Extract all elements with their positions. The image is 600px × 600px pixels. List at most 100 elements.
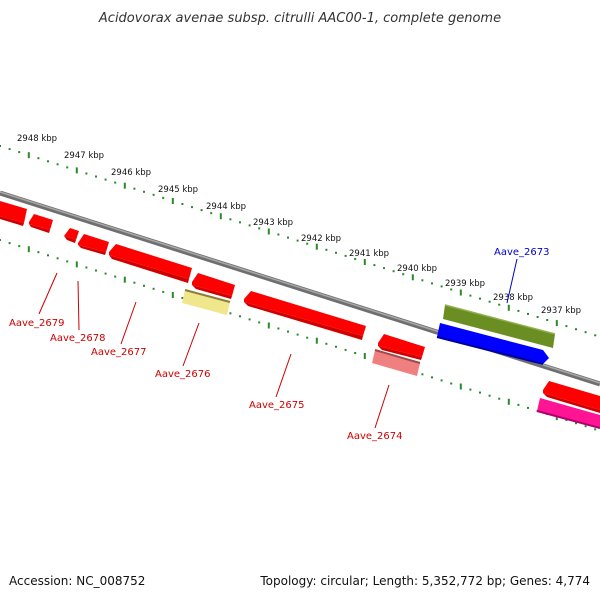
inner-scale-dot (421, 373, 424, 376)
scale-label-2946: 2946 kbp (111, 168, 151, 178)
gene-label-aave-2679[interactable]: Aave_2679 (9, 318, 65, 329)
inner-scale-dot (85, 266, 88, 269)
outer-scale-dot (392, 270, 395, 273)
inner-scale-dot (527, 406, 529, 409)
outer-scale-dot (0, 145, 1, 147)
outer-scale-dot (152, 193, 155, 196)
gene-label-aave-2676[interactable]: Aave_2676 (155, 369, 211, 380)
outer-scale-dot (8, 148, 11, 151)
outer-scale-major-tick (27, 152, 30, 159)
outer-scale-dot (431, 282, 433, 285)
outer-scale-dot (133, 187, 136, 190)
inner-scale-dot (181, 297, 184, 299)
gene-label-aave-2674[interactable]: Aave_2674 (347, 431, 403, 442)
inner-scale-dot (258, 321, 261, 324)
outer-scale-dot (85, 172, 88, 175)
gene-aave-2674a-arrow[interactable] (378, 334, 425, 360)
outer-scale-dot (479, 297, 481, 300)
outer-dotted-scale (0, 145, 597, 337)
gene-aave-2675-arrow[interactable] (244, 291, 366, 340)
outer-scale-dot (277, 233, 280, 236)
inner-scale-major-tick (459, 383, 462, 390)
scale-label-2942: 2942 kbp (301, 234, 341, 244)
gene-label-aave-2673[interactable]: Aave_2673 (494, 247, 550, 258)
scale-label-2944: 2944 kbp (206, 202, 246, 212)
gene-aave-2676a-arrow[interactable] (192, 273, 235, 299)
feature-olive-bar (443, 304, 556, 348)
outer-scale-dot (488, 300, 491, 303)
outer-scale-dot (191, 206, 193, 209)
inner-scale-dot (344, 348, 347, 351)
inner-scale-dot (594, 428, 597, 431)
gene-aave-2673-arrow[interactable] (436, 323, 549, 365)
inner-scale-dot (0, 239, 1, 241)
inner-scale-dot (248, 318, 251, 321)
inner-scale-dot (440, 379, 443, 382)
inner-scale-major-tick (171, 292, 174, 298)
scale-label-2948: 2948 kbp (17, 134, 57, 144)
outer-scale-dot (546, 319, 549, 321)
outer-scale-major-tick (555, 320, 558, 327)
gene-aave-2677a-arrow[interactable] (64, 228, 79, 243)
inner-scale-dot (56, 257, 59, 260)
outer-scale-dot (287, 236, 289, 239)
gene-label-aave-2677[interactable]: Aave_2677 (91, 347, 147, 358)
outer-scale-dot (210, 212, 213, 215)
outer-scale-major-tick (411, 274, 414, 281)
gene-aave-2677c-arrow[interactable] (109, 244, 192, 283)
outer-scale-major-tick (459, 289, 462, 296)
inner-scale-major-tick (123, 276, 126, 283)
scale-label-2943: 2943 kbp (253, 218, 293, 228)
outer-scale-dot (421, 279, 424, 282)
gene-aave-2678-arrow[interactable] (29, 214, 53, 233)
inner-scale-dot (287, 330, 289, 333)
map-title: Acidovorax avenae subsp. citrulli AAC00-… (98, 11, 501, 26)
gene-aave-2677b-arrow[interactable] (78, 234, 109, 255)
outer-scale-dot (104, 178, 107, 181)
gene-label-aave-2675[interactable]: Aave_2675 (249, 400, 305, 411)
inner-scale-major-tick (267, 322, 270, 329)
outer-scale-dot (584, 331, 587, 334)
leader-lines (38, 258, 518, 429)
inner-scale-dot (162, 290, 165, 293)
outer-scale-dot (440, 285, 443, 288)
inner-scale-dot (8, 242, 11, 245)
outer-scale-dot (47, 160, 49, 163)
inner-scale-dot (18, 245, 21, 248)
inner-scale-dot (114, 275, 117, 278)
inner-scale-dot (584, 425, 587, 428)
inner-scale-dot (306, 336, 309, 339)
outer-scale-dot (248, 224, 251, 227)
gene-edge-red-arrow[interactable] (543, 381, 600, 413)
inner-scale-dot (498, 397, 501, 400)
accession-text: Accession: NC_008752 (9, 574, 146, 588)
outer-scale-dot (296, 239, 299, 242)
outer-scale-major-tick (507, 304, 510, 311)
scale-label-2947: 2947 kbp (64, 151, 104, 161)
scale-label-2945: 2945 kbp (158, 185, 198, 195)
outer-scale-dot (536, 316, 539, 318)
scale-label-2939: 2939 kbp (445, 279, 485, 289)
inner-scale-major-tick (315, 337, 318, 344)
outer-scale-dot (335, 251, 337, 254)
inner-scale-dot (133, 281, 136, 284)
inner-scale-dot (47, 254, 49, 257)
gene-label-aave-2678[interactable]: Aave_2678 (50, 333, 106, 344)
outer-scale-dot (239, 221, 241, 224)
outer-scale-dot (162, 196, 165, 199)
scale-label-2938: 2938 kbp (493, 293, 533, 303)
inner-scale-dot (479, 391, 481, 394)
inner-scale-dot (229, 312, 232, 315)
genome-summary-text: Topology: circular; Length: 5,352,772 bp… (260, 574, 590, 588)
inner-scale-dot (152, 287, 155, 290)
inner-scale-dot (37, 251, 40, 254)
outer-scale-dot (18, 151, 21, 154)
outer-scale-major-tick (363, 259, 366, 265)
outer-scale-dot (114, 181, 117, 184)
scale-label-2937: 2937 kbp (541, 306, 581, 316)
outer-scale-dot (450, 288, 453, 291)
outer-scale-dot (498, 303, 501, 306)
gene-aave-2679-arrow[interactable] (0, 201, 27, 226)
outer-scale-dot (344, 254, 347, 257)
